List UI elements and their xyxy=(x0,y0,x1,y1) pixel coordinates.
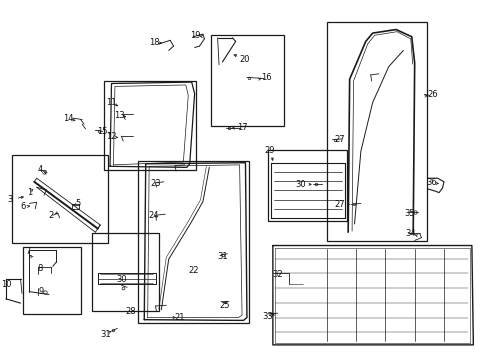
Bar xyxy=(12,155,107,243)
Text: 31: 31 xyxy=(100,330,110,339)
Text: 25: 25 xyxy=(219,301,230,310)
Bar xyxy=(138,161,249,323)
Text: 1: 1 xyxy=(27,188,32,197)
Bar xyxy=(92,233,159,311)
Bar xyxy=(326,22,426,241)
Text: 17: 17 xyxy=(236,123,247,132)
Bar xyxy=(103,81,195,170)
Text: 24: 24 xyxy=(148,211,159,220)
Bar xyxy=(23,247,81,314)
Text: 10: 10 xyxy=(0,280,11,289)
Text: 30: 30 xyxy=(295,180,305,189)
Text: 12: 12 xyxy=(106,132,117,141)
Text: 18: 18 xyxy=(148,38,159,47)
Text: 23: 23 xyxy=(150,179,161,188)
Text: 2: 2 xyxy=(49,211,54,220)
Text: 13: 13 xyxy=(114,111,125,120)
Text: 32: 32 xyxy=(272,270,283,279)
Text: 27: 27 xyxy=(334,135,345,144)
Text: 29: 29 xyxy=(264,146,275,155)
Bar xyxy=(211,35,283,126)
Text: 4: 4 xyxy=(38,165,42,174)
Text: 36: 36 xyxy=(425,178,436,187)
Text: 21: 21 xyxy=(174,313,185,322)
Text: 9: 9 xyxy=(39,287,44,296)
Text: 28: 28 xyxy=(125,307,136,316)
Text: 20: 20 xyxy=(239,55,249,64)
Text: 7: 7 xyxy=(26,247,31,256)
Text: 6: 6 xyxy=(21,202,26,211)
Text: 5: 5 xyxy=(76,199,81,208)
Text: 22: 22 xyxy=(187,266,198,275)
Text: 34: 34 xyxy=(405,229,415,238)
Bar xyxy=(267,150,346,221)
Text: 15: 15 xyxy=(97,127,108,136)
Text: 8: 8 xyxy=(38,264,42,273)
Text: 35: 35 xyxy=(404,208,414,217)
Text: 33: 33 xyxy=(262,311,273,320)
Text: 26: 26 xyxy=(427,90,437,99)
Text: 19: 19 xyxy=(190,31,201,40)
Text: 14: 14 xyxy=(63,114,74,123)
Text: 11: 11 xyxy=(106,98,117,107)
Text: 30: 30 xyxy=(116,274,126,284)
Text: 3: 3 xyxy=(7,195,12,204)
Text: 31: 31 xyxy=(217,252,227,261)
Text: 16: 16 xyxy=(261,73,271,82)
Text: 27: 27 xyxy=(334,200,345,209)
